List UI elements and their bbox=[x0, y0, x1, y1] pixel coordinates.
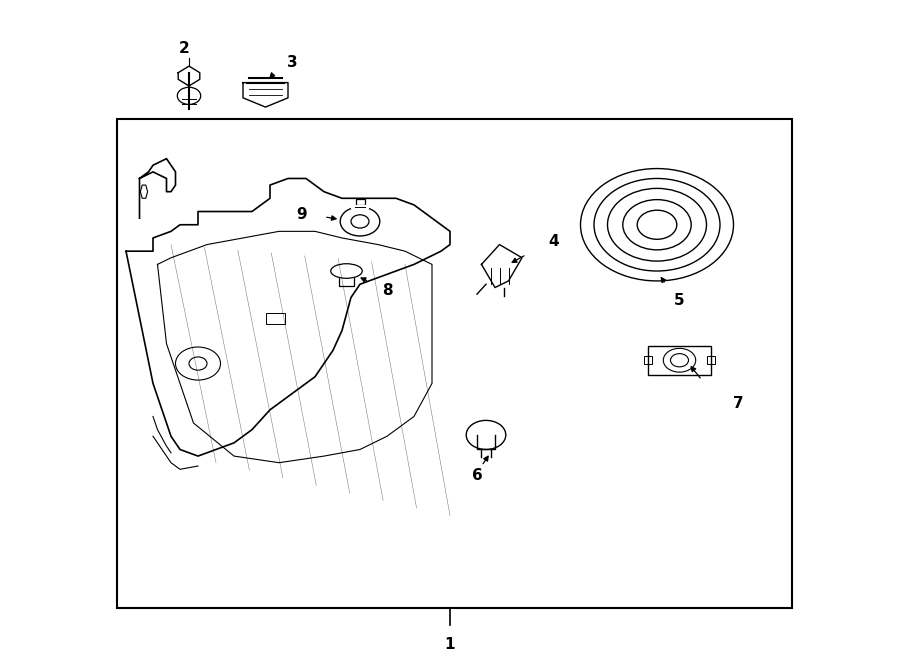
Text: 6: 6 bbox=[472, 469, 482, 483]
Text: 4: 4 bbox=[548, 234, 559, 249]
Bar bbox=[644, 356, 652, 364]
Bar bbox=[707, 356, 715, 364]
Text: 3: 3 bbox=[287, 56, 298, 70]
Bar bbox=[648, 346, 711, 375]
Text: 7: 7 bbox=[733, 396, 743, 410]
Text: 5: 5 bbox=[674, 293, 685, 308]
Text: 9: 9 bbox=[296, 208, 307, 222]
Bar bbox=[117, 119, 792, 608]
Text: 1: 1 bbox=[445, 637, 455, 652]
Text: 8: 8 bbox=[382, 284, 392, 298]
Bar bbox=[266, 313, 285, 324]
Text: 2: 2 bbox=[179, 42, 190, 56]
